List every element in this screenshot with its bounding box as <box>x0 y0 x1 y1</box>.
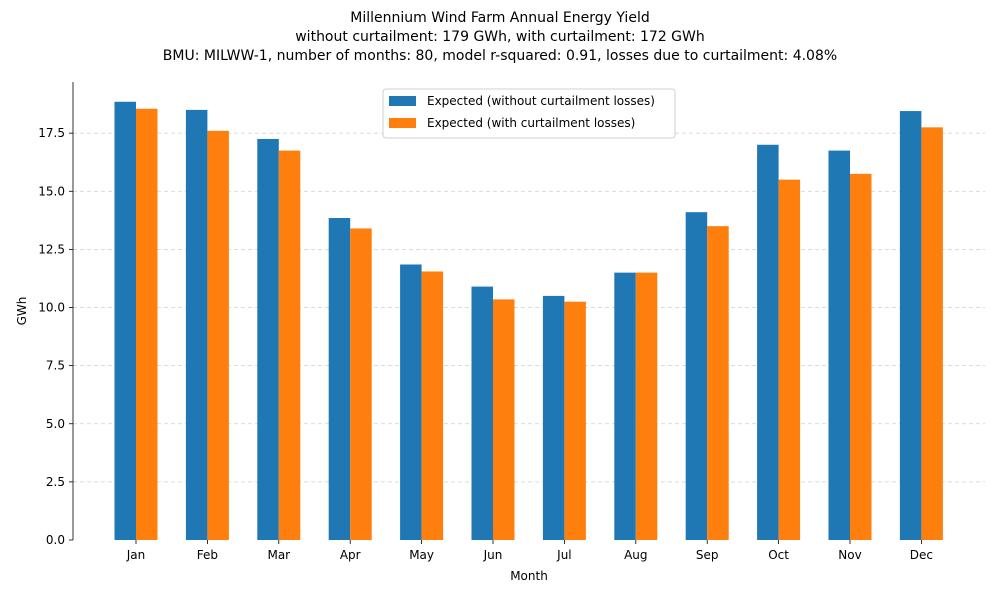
x-tick-label-aug: Aug <box>624 548 647 562</box>
x-tick-label-apr: Apr <box>340 548 361 562</box>
x-tick-label-may: May <box>409 548 434 562</box>
bar-nov-series-1 <box>828 150 850 541</box>
bar-jan-series-1 <box>114 101 136 541</box>
chart-title: Millennium Wind Farm Annual Energy Yield <box>350 10 650 26</box>
bar-mar-series-2 <box>278 150 301 541</box>
bar-may-series-2 <box>421 271 444 540</box>
y-tick-label: 12.5 <box>38 242 65 256</box>
x-tick-label-sep: Sep <box>696 548 719 562</box>
bars-layer <box>114 101 943 541</box>
x-tick-label-feb: Feb <box>197 548 218 562</box>
bar-feb-series-1 <box>185 109 208 541</box>
x-tick-label-nov: Nov <box>838 548 861 562</box>
x-tick-label-oct: Oct <box>768 548 789 562</box>
bar-mar-series-1 <box>257 138 279 540</box>
bar-oct-series-2 <box>778 179 801 541</box>
y-tick-label: 0.0 <box>46 533 65 547</box>
bar-dec-series-1 <box>899 111 922 540</box>
legend: Expected (without curtailment losses) Exp… <box>382 88 676 139</box>
bar-aug-series-2 <box>635 272 658 540</box>
bar-sep-series-2 <box>707 226 729 540</box>
bar-jul-series-2 <box>564 301 586 540</box>
x-tick-label-dec: Dec <box>910 548 933 562</box>
legend-swatch-series-1 <box>389 96 416 106</box>
chart-subtitle-line-1: without curtailment: 179 GWh, with curta… <box>295 29 705 45</box>
y-axis-label: GWh <box>15 297 29 326</box>
chart-subtitle-line-2: BMU: MILWW-1, number of months: 80, mode… <box>162 48 838 64</box>
bar-jan-series-2 <box>136 108 158 541</box>
bar-aug-series-1 <box>614 272 636 540</box>
legend-label-series-1: Expected (without curtailment losses) <box>427 94 655 108</box>
axes-layer: 0.0 2.5 5.0 7.5 10.0 12.5 15.0 17.5 Jan Feb Mar Apr… <box>38 82 933 562</box>
x-tick-label-jul: Jul <box>556 548 571 562</box>
x-tick-label-jun: Jun <box>483 548 503 562</box>
y-tick-label: 7.5 <box>46 359 65 373</box>
bar-sep-series-1 <box>685 212 708 541</box>
bar-oct-series-1 <box>757 144 779 540</box>
y-tick-label: 15.0 <box>38 184 65 198</box>
chart-title-block: Millennium Wind Farm Annual Energy Yield… <box>0 9 1000 66</box>
bar-dec-series-2 <box>921 127 943 540</box>
bar-jun-series-1 <box>471 286 493 540</box>
y-tick-label: 5.0 <box>46 417 65 431</box>
bar-nov-series-2 <box>850 173 872 540</box>
legend-label-series-2: Expected (with curtailment losses) <box>427 116 635 130</box>
bar-may-series-1 <box>400 264 422 540</box>
bar-apr-series-1 <box>328 218 351 541</box>
legend-frame <box>382 88 676 139</box>
y-tick-label: 17.5 <box>38 126 65 140</box>
x-tick-label-mar: Mar <box>267 548 290 562</box>
bar-jun-series-2 <box>493 299 515 540</box>
bar-jul-series-1 <box>542 295 565 540</box>
x-axis-label: Month <box>510 569 548 583</box>
legend-swatch-series-2 <box>389 118 416 128</box>
y-tick-label: 10.0 <box>38 301 65 315</box>
y-tick-label: 2.5 <box>46 475 65 489</box>
bar-apr-series-2 <box>350 228 372 540</box>
x-tick-label-jan: Jan <box>126 548 146 562</box>
bar-feb-series-2 <box>207 130 229 541</box>
